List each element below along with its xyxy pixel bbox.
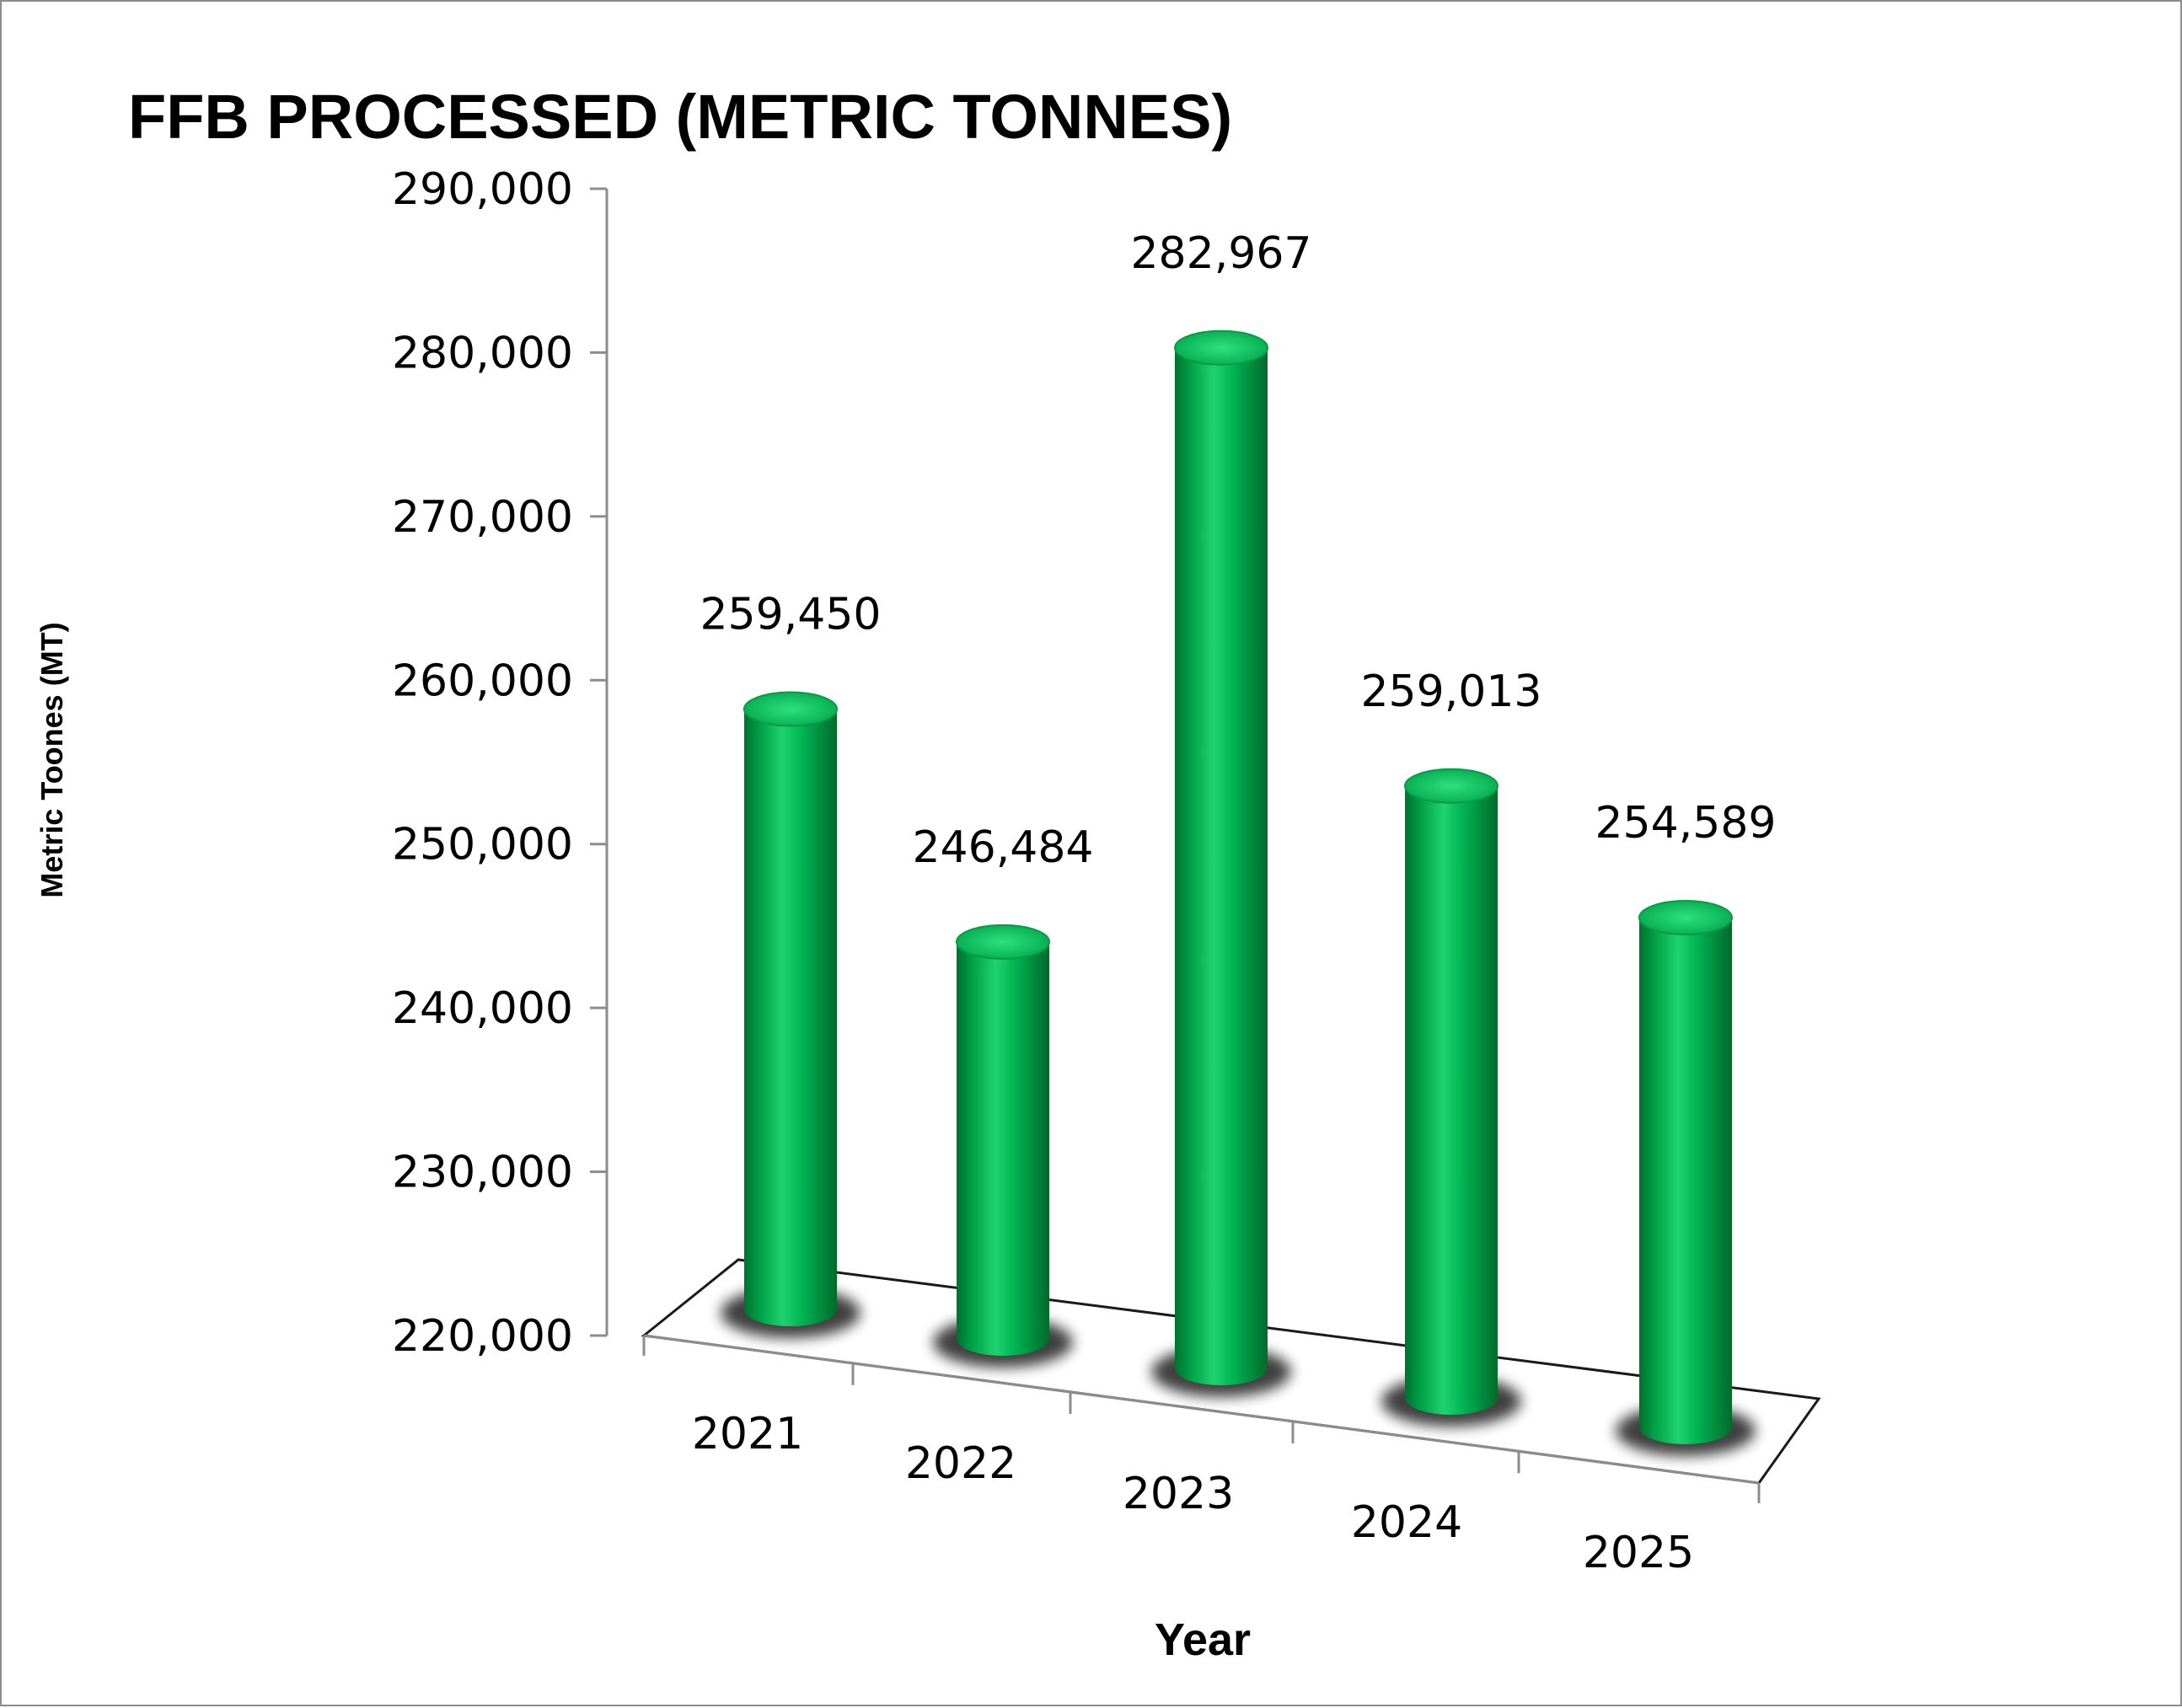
- bar-2024: [1405, 785, 1498, 1415]
- bar-top-cap: [743, 691, 838, 727]
- bar-top-cap: [1174, 329, 1268, 366]
- y-tick-label: 250,000: [392, 820, 573, 870]
- bar-2022: [957, 941, 1049, 1356]
- bar-2025: [1639, 918, 1732, 1444]
- y-tick-label: 290,000: [392, 164, 573, 215]
- y-tick-label: 220,000: [392, 1311, 573, 1362]
- x-tick-label: 2023: [1123, 1469, 1234, 1519]
- bar-top-cap: [1404, 768, 1498, 804]
- y-tick-label: 240,000: [392, 983, 573, 1034]
- x-axis-title: Year: [1155, 1614, 1251, 1665]
- x-tick-label: 2021: [692, 1409, 803, 1459]
- x-tick-label: 2025: [1583, 1528, 1694, 1578]
- y-tick-label: 270,000: [392, 492, 573, 543]
- bar-top-cap: [1638, 900, 1733, 936]
- data-label: 254,589: [1595, 798, 1776, 849]
- bar-2023: [1175, 347, 1268, 1385]
- chart-title: FFB PROCESSED (METRIC TONNES): [128, 82, 1232, 152]
- y-tick-label: 260,000: [392, 656, 573, 706]
- x-axis-line: [643, 1334, 1760, 1485]
- x-tick-label: 2024: [1351, 1497, 1462, 1548]
- bar-top-cap: [956, 924, 1050, 960]
- data-label: 282,967: [1130, 228, 1311, 279]
- data-label: 246,484: [912, 822, 1093, 873]
- x-tick-label: 2022: [905, 1438, 1016, 1489]
- y-tick-label: 280,000: [392, 328, 573, 378]
- data-label: 259,450: [700, 590, 881, 640]
- data-label: 259,013: [1360, 667, 1541, 717]
- y-axis-title: Metric Toones (MT): [35, 622, 69, 897]
- bar-2021: [744, 709, 837, 1326]
- y-tick-label: 230,000: [392, 1148, 573, 1198]
